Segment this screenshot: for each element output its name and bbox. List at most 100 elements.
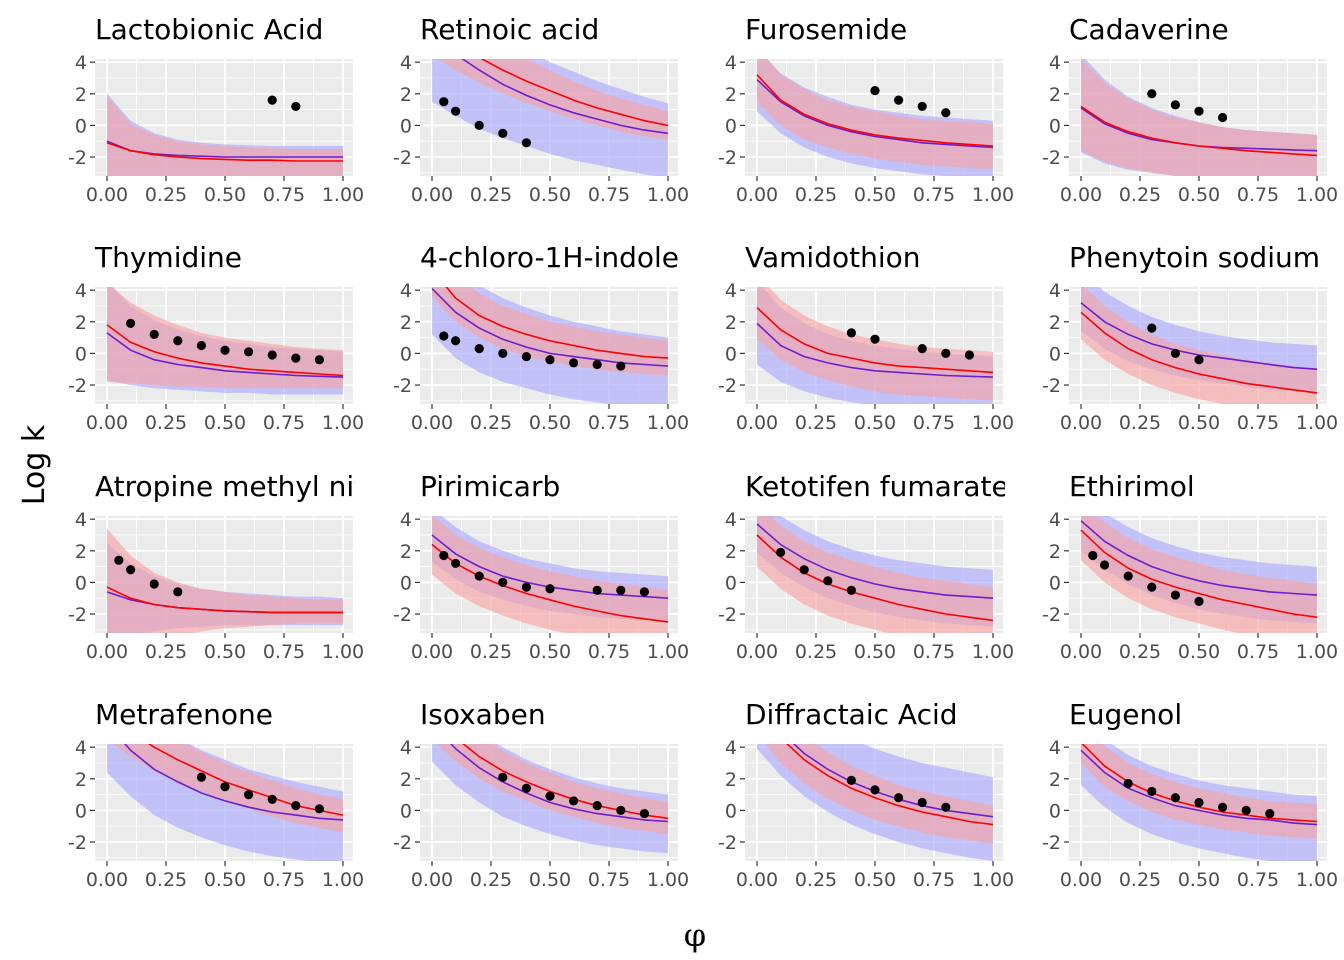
data-point xyxy=(545,355,555,365)
observed-points xyxy=(846,775,951,812)
data-point xyxy=(1265,808,1275,819)
y-tick-label: 2 xyxy=(75,769,87,791)
panel-10: 0.00 0.25 0.50 0.75 1.00 -2 0 2 4 Pirimicarb xyxy=(393,470,689,663)
x-tick-label: 0.25 xyxy=(1119,869,1161,891)
data-point xyxy=(291,101,301,112)
panel-title: Isoxaben xyxy=(420,698,546,731)
y-tick-label: 4 xyxy=(75,737,87,759)
panel-3: 0.00 0.25 0.50 0.75 1.00 -2 0 2 4 Furosemide xyxy=(718,13,1014,206)
y-tick-label: 0 xyxy=(725,572,737,594)
x-tick-label: 0.50 xyxy=(529,641,571,663)
data-point xyxy=(521,783,532,793)
red-interval-band xyxy=(757,516,993,633)
red-series-line xyxy=(1080,105,1318,157)
data-point xyxy=(1123,778,1133,789)
panel-title: Retinoic acid xyxy=(420,13,599,46)
panel-content xyxy=(432,59,669,176)
y-tick-label: 4 xyxy=(75,509,87,531)
panel-title: Ethirimol xyxy=(1069,470,1195,503)
data-point xyxy=(451,106,461,116)
y-tick-label: 0 xyxy=(1049,800,1061,822)
red-series-line xyxy=(1080,529,1318,618)
red-series-line xyxy=(786,744,994,826)
data-point xyxy=(964,350,975,360)
data-point xyxy=(451,336,461,346)
panel-13: 0.00 0.25 0.50 0.75 1.00 -2 0 2 4 Metrafenone xyxy=(68,698,364,891)
red-interval-band xyxy=(432,516,668,633)
y-tick-label: 4 xyxy=(725,737,737,759)
y-tick-label: 2 xyxy=(400,541,412,563)
x-tick-label: 0.25 xyxy=(795,641,837,663)
x-tick-label: 0.50 xyxy=(1178,641,1220,663)
data-point xyxy=(545,584,555,594)
data-point xyxy=(870,785,880,795)
y-tick-label: -2 xyxy=(393,604,412,626)
y-tick-label: 4 xyxy=(1049,737,1061,759)
data-point xyxy=(439,550,449,561)
data-point xyxy=(870,86,880,96)
panel-14: 0.00 0.25 0.50 0.75 1.00 -2 0 2 4 Isoxaben xyxy=(393,698,689,891)
data-point xyxy=(1170,793,1180,803)
panel-content xyxy=(756,516,994,633)
x-tick-label: 0.75 xyxy=(263,184,305,206)
y-tick-label: 0 xyxy=(725,115,737,137)
data-point xyxy=(639,587,650,597)
data-point xyxy=(799,565,809,575)
data-point xyxy=(917,344,927,354)
x-tick-label: 0.25 xyxy=(145,412,187,434)
y-tick-label: 4 xyxy=(75,52,87,74)
x-tick-label: 0.75 xyxy=(263,869,305,891)
red-interval-band xyxy=(757,287,993,401)
panel-title: 4-chloro-1H-indole xyxy=(420,241,679,274)
x-tick-label: 0.50 xyxy=(1178,412,1220,434)
y-tick-label: 2 xyxy=(1049,541,1061,563)
x-tick-label: 1.00 xyxy=(647,184,689,206)
blue-series-line xyxy=(756,322,994,378)
x-tick-label: 1.00 xyxy=(1296,641,1338,663)
y-tick-label: 4 xyxy=(400,280,412,302)
x-tick-label: 1.00 xyxy=(1296,184,1338,206)
x-tick-label: 0.75 xyxy=(588,412,630,434)
observed-points xyxy=(126,318,324,365)
data-point xyxy=(220,345,230,355)
x-tick-label: 0.75 xyxy=(263,641,305,663)
y-tick-label: 2 xyxy=(75,541,87,563)
data-point xyxy=(220,782,230,792)
red-interval-band xyxy=(1081,59,1317,176)
blue-series-line xyxy=(450,744,669,823)
x-tick-label: 0.75 xyxy=(913,412,955,434)
data-point xyxy=(592,359,602,370)
x-tick-label: 0.00 xyxy=(1060,869,1102,891)
data-point xyxy=(616,361,626,371)
y-tick-label: 4 xyxy=(400,737,412,759)
red-series-line xyxy=(1081,744,1318,823)
x-tick-label: 0.00 xyxy=(411,869,453,891)
red-interval-band xyxy=(1081,744,1317,839)
x-tick-label: 0.50 xyxy=(854,641,896,663)
x-tick-label: 0.75 xyxy=(588,184,630,206)
x-tick-label: 0.50 xyxy=(854,869,896,891)
red-series-line xyxy=(756,307,994,374)
data-point xyxy=(244,789,254,800)
x-tick-label: 0.00 xyxy=(411,641,453,663)
panel-title: Vamidothion xyxy=(745,241,920,274)
data-point xyxy=(1147,89,1157,99)
x-tick-label: 0.75 xyxy=(1237,412,1279,434)
panel-content xyxy=(756,59,994,176)
panel-title: Atropine methyl nitra xyxy=(95,470,394,503)
data-point xyxy=(941,802,951,812)
y-tick-label: -2 xyxy=(1042,832,1061,854)
blue-series-line xyxy=(756,523,994,599)
data-point xyxy=(1123,571,1133,581)
y-tick-label: 4 xyxy=(725,509,737,531)
data-point xyxy=(149,579,159,589)
data-point xyxy=(1170,348,1180,359)
data-point xyxy=(196,772,206,782)
y-tick-label: 4 xyxy=(75,280,87,302)
y-tick-label: 0 xyxy=(725,343,737,365)
y-tick-label: 4 xyxy=(725,52,737,74)
y-tick-label: 4 xyxy=(400,52,412,74)
data-point xyxy=(474,571,484,581)
panel-7: 0.00 0.25 0.50 0.75 1.00 -2 0 2 4 Vamidothion xyxy=(718,241,1014,434)
panel-title: Lactobionic Acid xyxy=(95,13,323,46)
